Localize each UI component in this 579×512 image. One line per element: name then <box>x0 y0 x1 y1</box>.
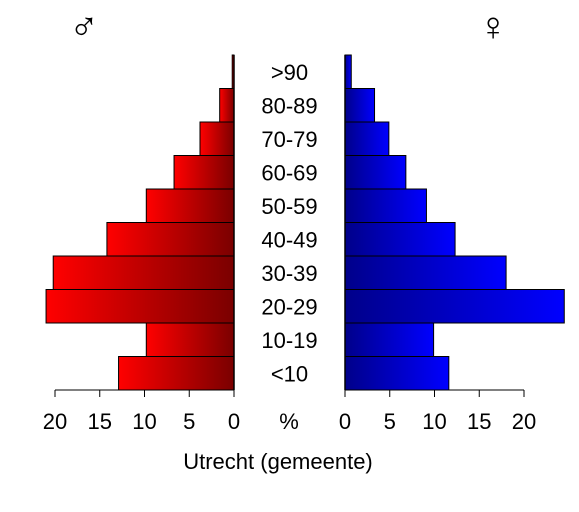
female-bars <box>344 54 565 391</box>
female-tick-label-15: 15 <box>467 409 491 434</box>
male-bar-50-59 <box>145 188 235 223</box>
male-tick-label-5: 5 <box>183 409 195 434</box>
male-bar-20-29 <box>45 289 235 324</box>
female-bar-80-89 <box>344 88 376 123</box>
male-tick-label-20: 20 <box>43 409 67 434</box>
age-label-90: >90 <box>271 60 308 85</box>
female-symbol: ♀ <box>478 5 508 49</box>
age-label-10-19: 10-19 <box>261 328 317 353</box>
male-bar-10-19 <box>145 322 235 357</box>
axes: 0 0 5 5 10 10 15 15 20 20 <box>43 55 536 434</box>
female-bar-90 <box>344 54 352 89</box>
male-bar-30-39 <box>52 255 235 290</box>
male-tick-label-10: 10 <box>132 409 156 434</box>
center-axis-label: % <box>279 409 299 434</box>
age-label-50-59: 50-59 <box>261 194 317 219</box>
female-bar-50-59 <box>344 188 427 223</box>
female-tick-label-20: 20 <box>512 409 536 434</box>
age-category-labels: >90 80-89 70-79 60-69 50-59 40-49 30-39 20-29 10… <box>261 60 317 387</box>
female-tick-label-10: 10 <box>422 409 446 434</box>
male-symbol: ♂ <box>69 5 99 49</box>
female-bar-30-39 <box>344 255 507 290</box>
male-bar-10 <box>118 356 235 391</box>
female-bar-60-69 <box>344 155 407 190</box>
female-bar-70-79 <box>344 121 390 156</box>
male-bar-70-79 <box>199 121 235 156</box>
female-bar-20-29 <box>344 289 565 324</box>
female-bar-10-19 <box>344 322 435 357</box>
female-bar-10 <box>344 356 450 391</box>
age-label-30-39: 30-39 <box>261 261 317 286</box>
female-tick-label-5: 5 <box>384 409 396 434</box>
male-tick-label-0: 0 <box>228 409 240 434</box>
male-bar-40-49 <box>106 222 235 257</box>
age-label-40-49: 40-49 <box>261 227 317 252</box>
age-label-20-29: 20-29 <box>261 294 317 319</box>
age-label-70-79: 70-79 <box>261 127 317 152</box>
male-bar-80-89 <box>219 88 235 123</box>
age-label-10: <10 <box>271 361 308 386</box>
male-bars <box>45 54 235 391</box>
age-label-80-89: 80-89 <box>261 93 317 118</box>
age-label-60-69: 60-69 <box>261 160 317 185</box>
female-bar-40-49 <box>344 222 456 257</box>
x-axis-title: Utrecht (gemeente) <box>183 449 373 474</box>
female-tick-label-0: 0 <box>339 409 351 434</box>
male-tick-label-15: 15 <box>88 409 112 434</box>
male-bar-60-69 <box>173 155 235 190</box>
